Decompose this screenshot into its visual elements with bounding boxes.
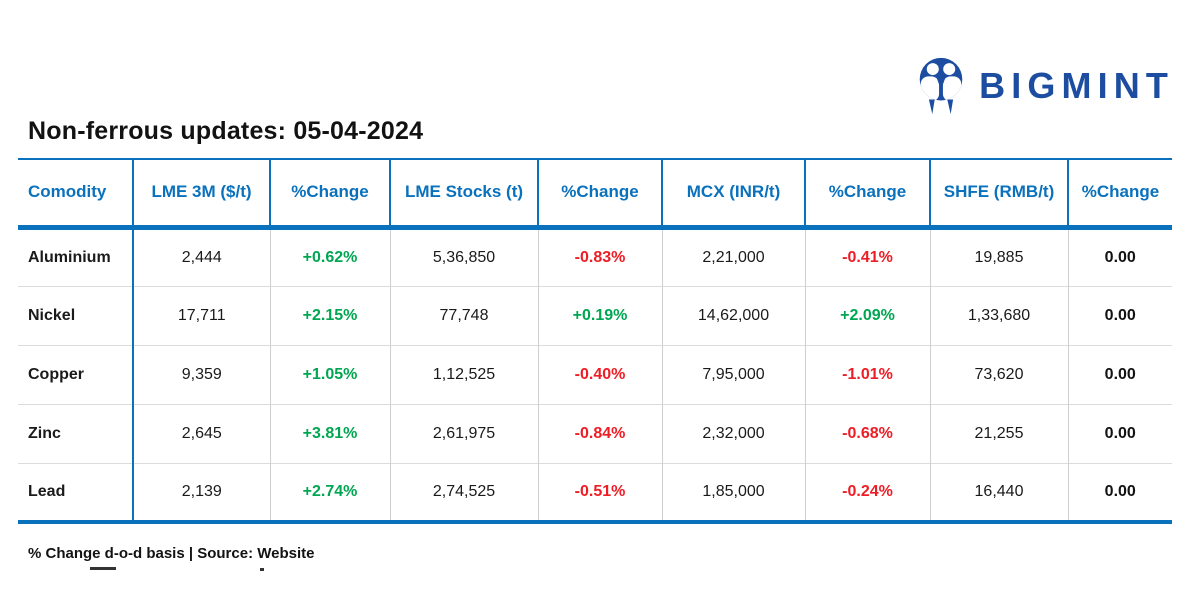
- non-ferrous-prices-table: Comodity LME 3M ($/t) %Change LME Stocks (t…: [18, 158, 1172, 524]
- cell-lme-3m-change: +3.81%: [269, 403, 390, 463]
- column-header-0: Comodity: [28, 182, 107, 202]
- cell-lme-3m: 2,444: [132, 227, 270, 286]
- prices-table-container: Comodity LME 3M ($/t) %Change LME Stocks (t…: [18, 158, 1172, 524]
- page-title: Non-ferrous updates: 05-04-2024: [28, 117, 424, 145]
- cell-mcx: 2,32,000: [661, 403, 805, 463]
- table-row: Lead 2,139 +2.74% 2,74,525 -0.51% 1,85,000 -0.…: [18, 462, 1172, 522]
- cell-shfe-change: 0.00: [1067, 227, 1172, 286]
- cell-shfe: 21,255: [929, 403, 1068, 463]
- cell-mcx-change: -1.01%: [804, 344, 930, 404]
- cell-mcx: 7,95,000: [661, 344, 805, 404]
- column-header-7: SHFE (RMB/t): [929, 159, 1068, 227]
- cell-lme-stocks: 77,748: [389, 285, 538, 345]
- cell-shfe-change: 0.00: [1067, 344, 1172, 404]
- column-header-5: MCX (INR/t): [661, 159, 805, 227]
- clipped-glyph-fragment: [90, 567, 116, 570]
- cell-lme-stocks: 2,61,975: [389, 403, 538, 463]
- cell-lme-3m-change: +0.62%: [269, 227, 390, 286]
- cell-lme-stocks: 2,74,525: [389, 462, 538, 522]
- cell-lme-stocks: 5,36,850: [389, 227, 538, 286]
- cell-shfe-change: 0.00: [1067, 285, 1172, 345]
- cell-commodity: Lead: [18, 462, 133, 522]
- table-row: Zinc 2,645 +3.81% 2,61,975 -0.84% 2,32,000 -0.…: [18, 403, 1172, 463]
- table-row: Copper 9,359 +1.05% 1,12,525 -0.40% 7,95,000-…: [18, 344, 1172, 404]
- column-header-2: %Change: [269, 159, 390, 227]
- cell-mcx-change: -0.24%: [804, 462, 930, 522]
- table-header-row: Comodity LME 3M ($/t) %Change LME Stocks (t…: [18, 159, 1172, 227]
- cell-lme-stocks-change: -0.40%: [537, 344, 662, 404]
- cell-lme-stocks-change: -0.83%: [537, 227, 662, 286]
- cell-lme-stocks-change: -0.51%: [537, 462, 662, 522]
- table-row: Nickel 17,711 +2.15% 77,748 +0.19% 14,62,000 +…: [18, 285, 1172, 345]
- cell-mcx-change: -0.41%: [804, 227, 930, 286]
- cell-mcx: 2,21,000: [661, 227, 805, 286]
- cell-shfe: 73,620: [929, 344, 1068, 404]
- cell-lme-3m: 17,711: [132, 285, 270, 345]
- cell-mcx-change: -0.68%: [804, 403, 930, 463]
- footer-note: % Change d-o-d basis | Source: Website: [28, 545, 315, 562]
- column-header-8: %Change: [1067, 159, 1172, 227]
- cell-lme-stocks: 1,12,525: [389, 344, 538, 404]
- cell-mcx-change: +2.09%: [804, 285, 930, 345]
- cell-shfe-change: 0.00: [1067, 403, 1172, 463]
- cell-shfe: 1,33,680: [929, 285, 1068, 345]
- cell-lme-3m: 2,139: [132, 462, 270, 522]
- cell-lme-stocks-change: +0.19%: [537, 285, 662, 345]
- cell-lme-3m: 9,359: [132, 344, 270, 404]
- column-header-4: %Change: [537, 159, 662, 227]
- column-header-6: %Change: [804, 159, 930, 227]
- column-header-1: LME 3M ($/t): [132, 159, 270, 227]
- cell-commodity: Nickel: [18, 285, 133, 345]
- cell-lme-3m-change: +2.15%: [269, 285, 390, 345]
- cell-commodity: Copper: [18, 344, 133, 404]
- logo-wordmark: BIGMINT: [979, 65, 1174, 106]
- cell-lme-3m-change: +1.05%: [269, 344, 390, 404]
- cell-shfe: 19,885: [929, 227, 1068, 286]
- table-row: Aluminium 2,444 +0.62% 5,36,850 -0.83% 2,21,0…: [18, 227, 1172, 286]
- cell-lme-3m: 2,645: [132, 403, 270, 463]
- bigmint-people-icon: [915, 56, 967, 116]
- bigmint-logo: BIGMINT: [915, 56, 1174, 116]
- cell-shfe: 16,440: [929, 462, 1068, 522]
- cell-shfe-change: 0.00: [1067, 462, 1172, 522]
- cell-commodity: Aluminium: [28, 248, 111, 266]
- cell-lme-stocks-change: -0.84%: [537, 403, 662, 463]
- cell-mcx: 14,62,000: [661, 285, 805, 345]
- cell-commodity: Zinc: [18, 403, 133, 463]
- column-header-3: LME Stocks (t): [389, 159, 538, 227]
- clipped-text-fragment: [28, 567, 448, 572]
- cell-lme-3m-change: +2.74%: [269, 462, 390, 522]
- clipped-glyph-fragment: [260, 568, 264, 571]
- cell-mcx: 1,85,000: [661, 462, 805, 522]
